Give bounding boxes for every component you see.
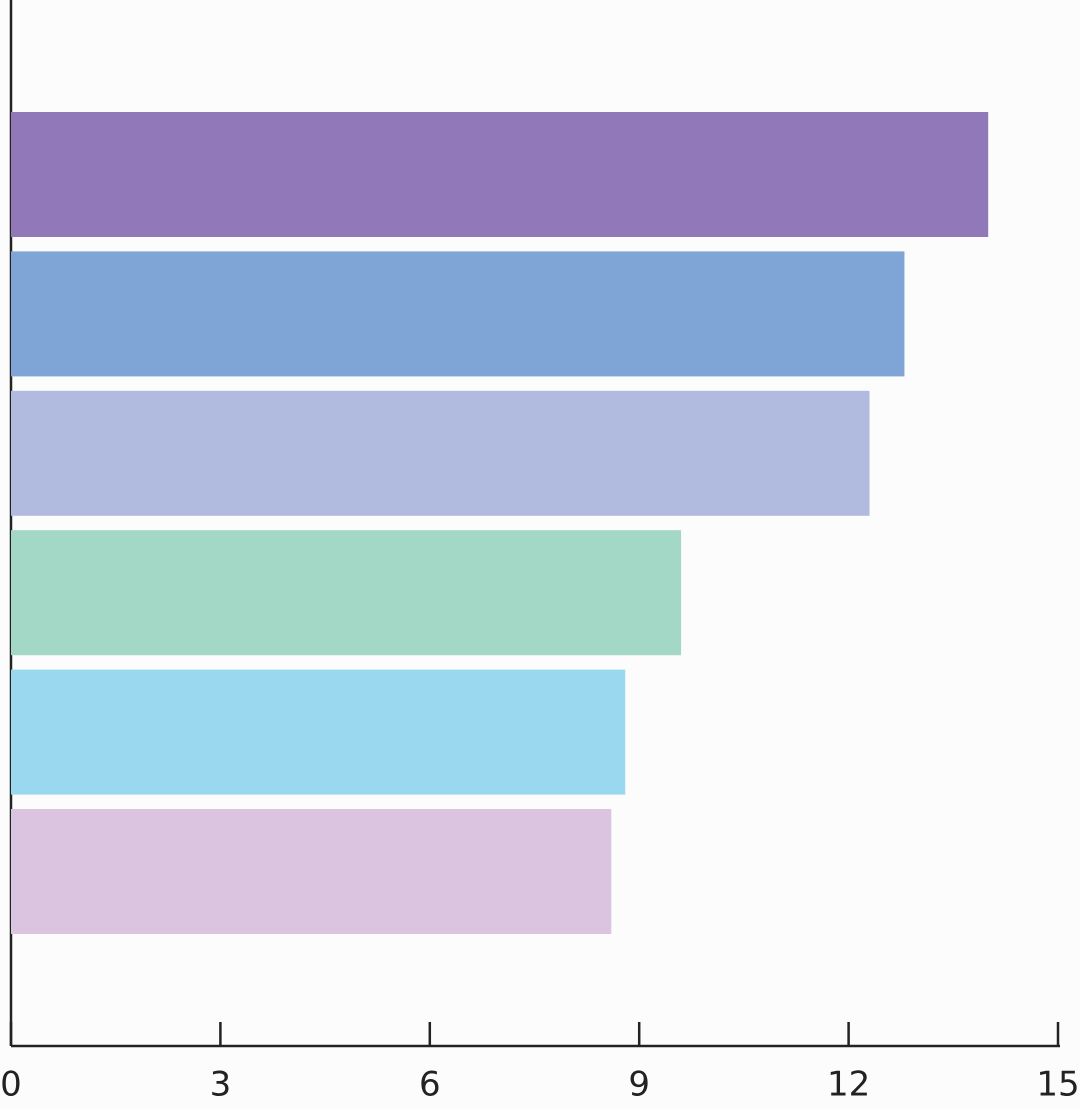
x-tick-label: 0: [0, 1065, 22, 1105]
bar: [11, 390, 870, 516]
x-tick-label: 15: [1036, 1065, 1079, 1105]
x-tick-label: 6: [419, 1065, 441, 1105]
bar: [11, 809, 612, 934]
bar: [11, 530, 682, 656]
bar: [11, 669, 626, 795]
x-tick-label: 9: [628, 1065, 650, 1105]
bar: [11, 112, 989, 237]
x-tick-label: 12: [827, 1065, 870, 1105]
x-tick-label: 3: [210, 1065, 232, 1105]
bar: [11, 251, 905, 377]
